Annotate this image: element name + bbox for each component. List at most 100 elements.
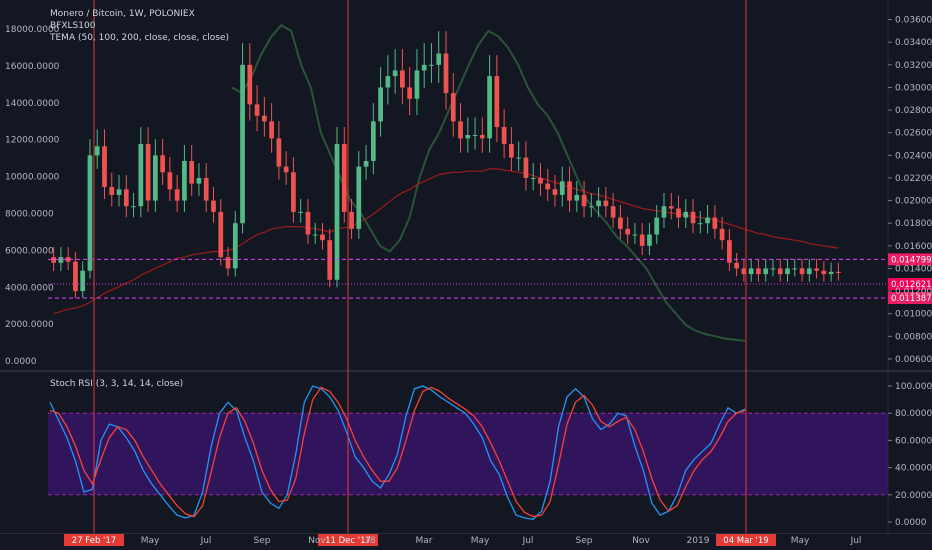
bfxls100-series: [231, 23, 746, 342]
candle-down: [450, 93, 456, 122]
date-marker-badge: [64, 534, 124, 546]
candle-up: [356, 166, 362, 229]
candle-down: [538, 177, 543, 184]
candle-up: [654, 217, 660, 235]
candle-down: [269, 121, 274, 139]
right-axis-label: 0.01600000: [895, 242, 932, 252]
candle-down: [509, 144, 514, 158]
right-axis-label: 0.02400000: [895, 151, 932, 161]
candle-up: [792, 268, 798, 270]
candle-up: [770, 268, 776, 270]
candle-down: [494, 76, 500, 128]
candle-up: [414, 70, 420, 99]
time-axis-label: Mar: [416, 536, 433, 546]
right-axis-label: 0.03200000: [895, 61, 932, 71]
time-axis-label: Nov: [308, 536, 326, 546]
candle-up: [421, 64, 427, 71]
right-axis-label: 0.02600000: [895, 129, 932, 139]
candle-up: [828, 271, 834, 275]
candle-down: [73, 261, 78, 292]
candle-up: [487, 76, 492, 139]
date-marker-label: 27 Feb '17: [72, 536, 116, 546]
candle-down: [712, 217, 718, 229]
candle-down: [109, 187, 115, 195]
date-marker-badge: [318, 534, 378, 546]
candle-up: [429, 64, 434, 66]
candle-down: [756, 268, 761, 275]
candle-up: [806, 268, 812, 275]
axes: 0.03600000 0.03400000 0.03200000 0.03000000…: [5, 16, 932, 546]
candle-down: [123, 189, 129, 207]
candle-down: [189, 160, 195, 184]
candle-up: [647, 234, 652, 246]
candle-down: [821, 270, 827, 275]
candle-down: [501, 127, 507, 145]
stoch-axis-label: 60.0000: [895, 436, 932, 446]
candle-down: [479, 134, 485, 139]
stoch-rsi-label: Stoch RSI (3, 3, 14, 14, close): [50, 379, 183, 389]
stoch-axis-label: 100.0000: [895, 382, 932, 392]
time-axis-label: Jul: [522, 536, 534, 546]
candle-up: [472, 134, 478, 136]
right-axis-label: 0.02200000: [895, 174, 932, 184]
candle-up: [94, 146, 100, 156]
candle-down: [305, 211, 311, 235]
candle-down: [174, 189, 180, 201]
indicator-tema-label: TEMA (50, 100, 200, close, close, close): [49, 33, 229, 43]
current-price-badge: [888, 278, 932, 291]
right-axis-label: 0.01000000: [895, 310, 932, 320]
candle-down: [65, 257, 71, 262]
candle-up: [196, 177, 202, 184]
candle-up: [588, 206, 594, 208]
candle-up: [763, 268, 769, 275]
pane-separator: [0, 370, 932, 372]
candle-down: [341, 144, 347, 212]
candle-up: [87, 155, 93, 271]
stoch-band: [48, 412, 888, 496]
candle-down: [603, 200, 609, 207]
candle-up: [116, 189, 122, 195]
candle-up: [298, 211, 304, 213]
candle-down: [676, 208, 681, 218]
candle-down: [400, 70, 405, 88]
time-axis-label: Sep: [576, 536, 593, 546]
candle-down: [261, 115, 267, 122]
candle-up: [334, 144, 340, 280]
time-axis-label: 2019: [687, 536, 710, 546]
time-axis-label: Jul: [200, 536, 212, 546]
candle-up: [530, 177, 536, 179]
date-marker-badge: [716, 534, 776, 546]
candle-down: [349, 211, 354, 229]
candle-down: [283, 166, 289, 173]
candle-up: [436, 53, 442, 65]
candle-down: [523, 157, 529, 178]
candle-down: [407, 87, 413, 99]
candle-up: [574, 194, 580, 201]
right-axis-label: 0.01400000: [895, 264, 932, 274]
candle-up: [240, 64, 245, 224]
candle-down: [777, 268, 783, 275]
candle-up: [465, 134, 471, 139]
candle-up: [80, 270, 86, 292]
bfxls100-line: [231, 23, 746, 342]
candle-down: [690, 211, 696, 224]
left-axis-label: 2000.0000: [5, 320, 54, 330]
right-axis-label: 0.02800000: [895, 106, 932, 116]
right-axis-label: 0.02000000: [895, 197, 932, 207]
date-marker-label: 11 Dec '17: [325, 536, 371, 546]
candle-up: [516, 157, 522, 159]
candle-down: [625, 228, 631, 235]
candle-up: [559, 181, 565, 195]
candle-down: [247, 64, 253, 105]
candle-down: [836, 271, 841, 273]
candle-down: [51, 257, 56, 263]
left-axis-label: 16000.0000: [5, 62, 60, 72]
candle-down: [610, 206, 616, 218]
right-axis-label: 0.03600000: [895, 16, 932, 26]
time-axis-label: 18: [364, 536, 376, 546]
candle-down: [799, 268, 805, 275]
candle-up: [370, 121, 376, 161]
candle-down: [814, 268, 819, 271]
candle-up: [182, 160, 187, 201]
candles: 0.01479961 0.01262194 0.01138713: [48, 31, 932, 305]
